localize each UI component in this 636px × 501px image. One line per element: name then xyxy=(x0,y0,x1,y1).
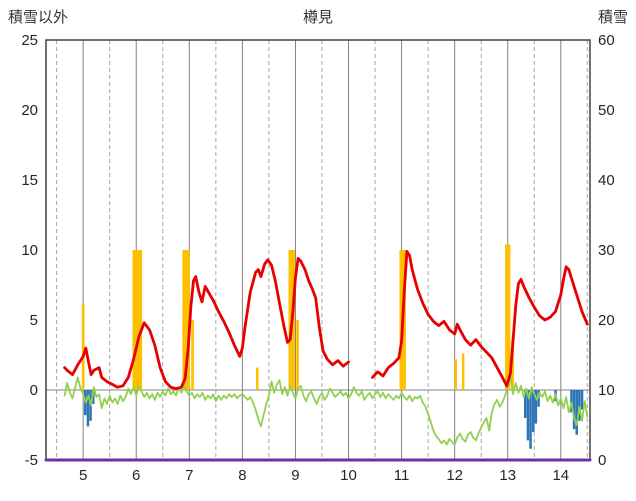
svg-text:20: 20 xyxy=(598,312,615,329)
right-axis-title: 積雪 xyxy=(597,9,628,26)
svg-text:0: 0 xyxy=(598,452,606,469)
svg-text:30: 30 xyxy=(598,242,615,259)
svg-text:13: 13 xyxy=(499,467,516,484)
chart-title: 樽見 xyxy=(302,9,334,26)
svg-text:7: 7 xyxy=(185,467,193,484)
svg-text:0: 0 xyxy=(30,382,38,399)
svg-text:5: 5 xyxy=(30,312,38,329)
svg-text:11: 11 xyxy=(394,467,410,484)
svg-text:10: 10 xyxy=(598,382,615,399)
svg-text:50: 50 xyxy=(598,102,615,119)
svg-text:5: 5 xyxy=(79,467,87,484)
svg-text:10: 10 xyxy=(21,242,38,259)
svg-text:40: 40 xyxy=(598,172,615,189)
svg-text:6: 6 xyxy=(132,467,140,484)
svg-text:25: 25 xyxy=(21,32,38,49)
svg-text:14: 14 xyxy=(552,467,569,484)
svg-text:10: 10 xyxy=(340,467,357,484)
svg-text:9: 9 xyxy=(291,467,299,484)
svg-text:-5: -5 xyxy=(25,452,38,469)
svg-text:8: 8 xyxy=(238,467,246,484)
svg-text:15: 15 xyxy=(21,172,38,189)
left-axis-title: 積雪以外 xyxy=(8,9,69,26)
svg-text:20: 20 xyxy=(21,102,38,119)
svg-text:60: 60 xyxy=(598,32,615,49)
svg-text:12: 12 xyxy=(446,467,463,484)
